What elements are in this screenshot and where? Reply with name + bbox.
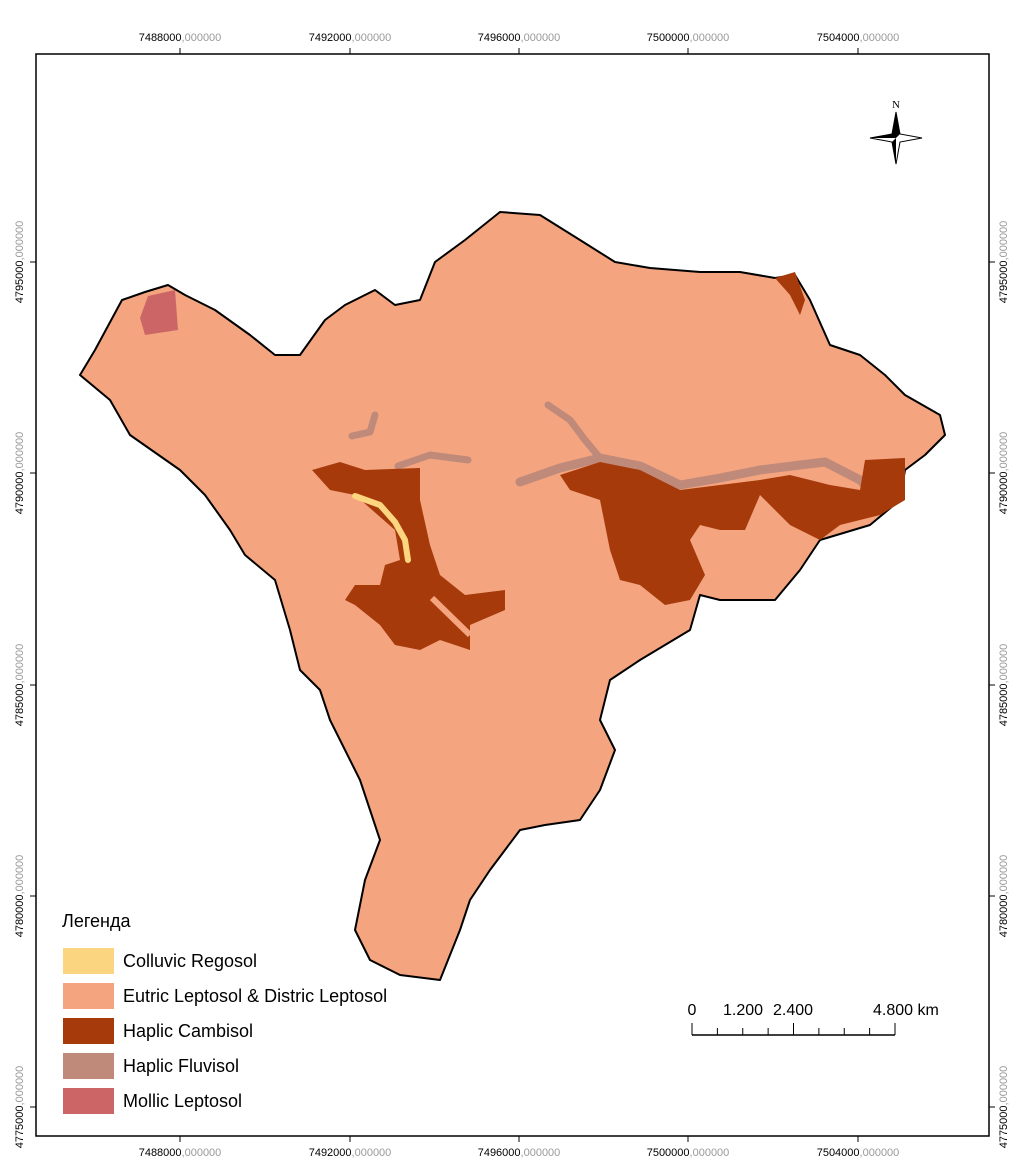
x-coord-label: 7500000,000000 [647,1147,730,1159]
scale-label: 4.800 km [873,1002,939,1019]
north-arrow: N [869,99,923,165]
legend-swatch [63,1088,114,1114]
legend-label: Haplic Cambisol [123,1021,253,1041]
coordinates: 7488000,000000 7488000,000000 7492000,0000… [14,32,1010,1159]
legend: Colluvic Regosol Eutric Leptosol & Distri… [63,948,387,1114]
x-coord-label: 7492000,000000 [309,1147,392,1159]
scale-label: 0 [688,1002,697,1019]
y-coord-label: 4795000,000000 [998,221,1010,304]
y-coord-label: 4785000,000000 [14,644,26,727]
legend-swatch [63,1053,114,1079]
legend-label: Colluvic Regosol [123,951,257,971]
legend-swatch [63,983,114,1009]
x-coord-label: 7500000,000000 [647,32,730,44]
x-coord-label: 7504000,000000 [817,32,900,44]
scale-label: 2.400 [773,1002,813,1019]
x-coord-label: 7496000,000000 [478,1147,561,1159]
map-frame [35,53,990,1137]
legend-swatch [63,948,114,974]
y-coord-label: 4795000,000000 [14,221,26,304]
y-coord-label: 4780000,000000 [998,855,1010,938]
legend-title: Легенда [62,911,131,931]
cambisol-east [560,458,905,605]
fluvisol-branch [348,411,379,440]
soil-map [79,211,946,981]
scale-bar: 0 1.200 2.400 4.800 km [688,1002,939,1036]
y-coord-label: 4790000,000000 [998,432,1010,515]
legend-swatch [63,1018,114,1044]
basin [79,211,946,981]
cambisol-north [775,272,805,315]
north-star-shade [870,112,900,164]
fluvisol-branch [544,401,604,462]
x-coord-label: 7488000,000000 [139,32,222,44]
y-coord-label: 4785000,000000 [998,644,1010,727]
regosol-strip [352,493,411,563]
mollic-patch [140,290,178,335]
y-coord-label: 4775000,000000 [14,1066,26,1149]
x-coord-label: 7496000,000000 [478,32,561,44]
north-label: N [892,99,900,111]
y-coord-label: 4790000,000000 [14,432,26,515]
y-coord-label: 4775000,000000 [998,1066,1010,1149]
channel [429,595,473,638]
x-coord-label: 7492000,000000 [309,32,392,44]
x-coord-label: 7488000,000000 [139,1147,222,1159]
legend-label: Mollic Leptosol [123,1091,242,1111]
legend-label: Haplic Fluvisol [123,1056,239,1076]
scale-label: 1.200 [723,1002,763,1019]
legend-label: Eutric Leptosol & Distric Leptosol [123,986,387,1006]
x-coord-label: 7504000,000000 [817,1147,900,1159]
fluvisol-strip [515,453,890,510]
fluvisol-branch [394,451,472,470]
y-coord-label: 4780000,000000 [14,855,26,938]
